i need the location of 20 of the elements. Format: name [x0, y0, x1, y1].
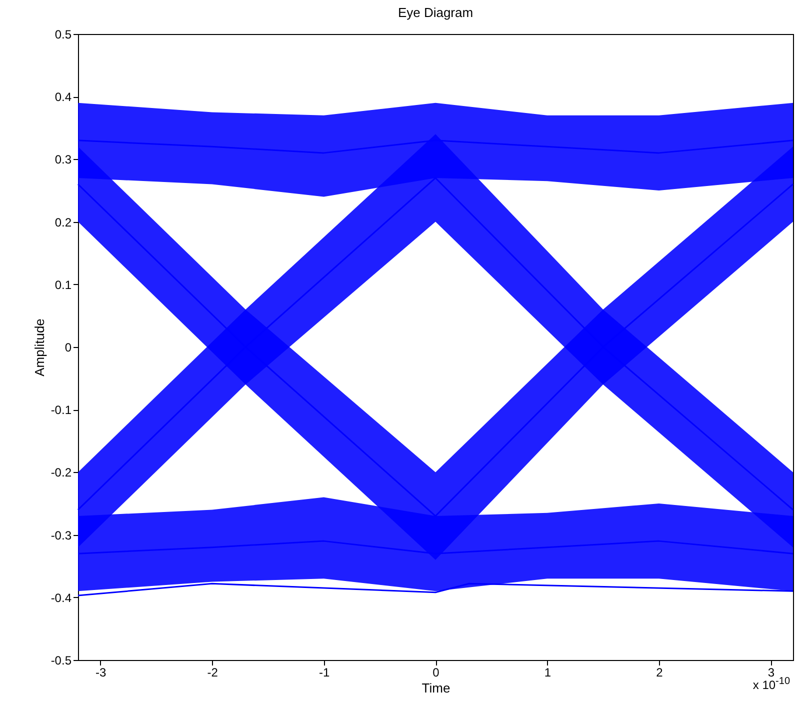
x-tick-label: -3 [96, 666, 107, 680]
y-tick-label: 0 [64, 340, 72, 354]
y-tick-label: -0.1 [50, 403, 72, 418]
y-axis-title: Amplitude [32, 318, 47, 376]
x-tick-label: -2 [207, 666, 218, 680]
y-tick-label: 0.2 [54, 215, 72, 230]
x-tick-label: 1 [544, 666, 552, 680]
x-axis-title: Time [422, 680, 450, 696]
y-tick-label: -0.3 [50, 528, 72, 542]
x-tick-label: 0 [432, 666, 440, 680]
y-tick-label: -0.5 [50, 654, 72, 668]
x-tick-label: -1 [318, 666, 330, 680]
x-tick-label: 2 [656, 666, 664, 680]
y-tick-label: 0.3 [54, 152, 72, 167]
y-tick-label: -0.2 [50, 466, 72, 480]
y-tick-label: 0.1 [54, 278, 72, 292]
chart-title: Eye Diagram [398, 5, 474, 20]
y-tick-label: -0.4 [50, 590, 72, 605]
y-tick-label: 0.5 [54, 28, 72, 42]
y-tick-label: 0.4 [54, 90, 72, 104]
